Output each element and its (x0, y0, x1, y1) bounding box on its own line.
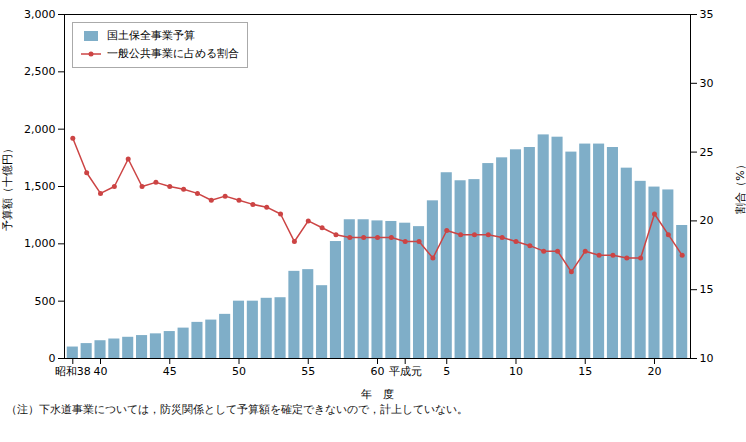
svg-text:60: 60 (371, 365, 385, 378)
svg-text:15: 15 (700, 283, 714, 296)
svg-text:25: 25 (700, 146, 714, 159)
svg-text:2,000: 2,000 (24, 123, 56, 136)
svg-text:1,000: 1,000 (24, 237, 56, 250)
svg-text:10: 10 (509, 365, 523, 378)
svg-text:5: 5 (443, 365, 450, 378)
svg-text:15: 15 (578, 365, 592, 378)
svg-text:500: 500 (35, 295, 56, 308)
svg-text:55: 55 (301, 365, 315, 378)
svg-text:2,500: 2,500 (24, 65, 56, 78)
svg-text:1,500: 1,500 (24, 180, 56, 193)
svg-text:予算額（十億円）: 予算額（十億円） (1, 143, 14, 231)
svg-text:昭和38: 昭和38 (55, 365, 91, 378)
svg-text:年 度: 年 度 (361, 388, 394, 401)
svg-text:3,000: 3,000 (24, 8, 56, 21)
svg-text:20: 20 (647, 365, 661, 378)
svg-text:割合（%）: 割合（%） (734, 159, 746, 213)
svg-text:0: 0 (49, 352, 56, 365)
html-text:（注）下水道事業については，防災関係として予算額を確定できな: （注）下水道事業については，防災関係として予算額を確定できないので，計上していな… (6, 403, 468, 416)
svg-text:40: 40 (94, 365, 108, 378)
svg-text:30: 30 (700, 77, 714, 90)
svg-text:10: 10 (700, 352, 714, 365)
svg-text:平成元: 平成元 (389, 365, 422, 378)
html-text:国土保全事業予算: 国土保全事業予算 (107, 29, 195, 42)
svg-text:45: 45 (163, 365, 177, 378)
html-text:一般公共事業に占める割合: 一般公共事業に占める割合 (107, 47, 239, 60)
svg-text:35: 35 (700, 8, 714, 21)
svg-text:50: 50 (232, 365, 246, 378)
svg-text:20: 20 (700, 214, 714, 227)
